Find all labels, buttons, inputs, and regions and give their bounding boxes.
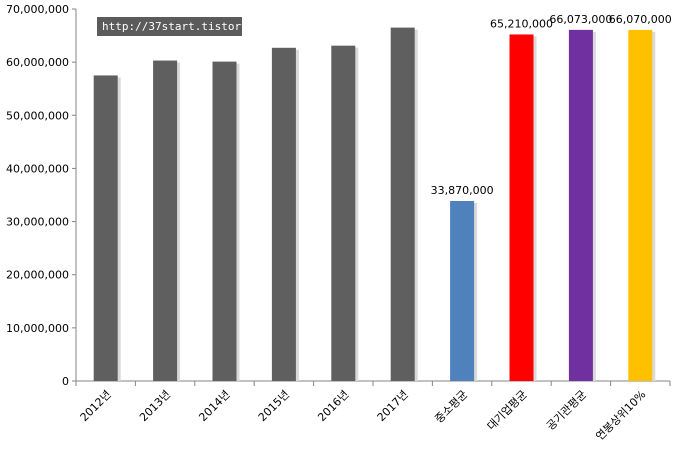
category-label: 공기관평균	[544, 388, 589, 433]
bar	[509, 34, 534, 381]
category-label: 2015년	[256, 388, 292, 424]
y-tick-label: 70,000,000	[6, 3, 69, 16]
y-tick-label: 30,000,000	[6, 216, 69, 229]
bar	[390, 27, 415, 381]
bar	[331, 45, 356, 381]
data-label: 65,210,000	[490, 17, 553, 30]
y-axis: 0 10,000,000 20,000,000 30,000,000 40,000,00…	[6, 3, 77, 388]
y-tick-label: 50,000,000	[6, 109, 69, 122]
y-tick-label: 20,000,000	[6, 269, 69, 282]
data-label: 66,073,000	[549, 13, 612, 26]
category-label: 2017년	[375, 388, 411, 424]
y-tick-label: 60,000,000	[6, 56, 69, 69]
data-label: 33,870,000	[431, 184, 494, 197]
bars	[93, 27, 656, 382]
watermark-label: http://37start.tistory.com	[97, 17, 274, 36]
bar	[628, 29, 653, 382]
bar	[153, 60, 178, 381]
y-tick-label: 10,000,000	[6, 322, 69, 335]
bar	[271, 47, 296, 382]
y-tick-label: 0	[62, 375, 69, 388]
bar	[568, 29, 593, 381]
data-label: 66,070,000	[609, 13, 672, 26]
category-label: 중소평균	[432, 388, 470, 426]
bar	[450, 201, 475, 381]
category-label: 2016년	[315, 388, 351, 424]
category-label: 연봉상위10%	[593, 388, 648, 443]
bar	[212, 61, 237, 382]
category-label: 2012년	[78, 388, 114, 424]
category-label: 2014년	[196, 388, 232, 424]
category-labels: 2012년 2013년 2014년 2015년 2016년 2017년 중소평균 대기업평균 공…	[78, 388, 649, 443]
x-axis	[75, 380, 671, 386]
bar	[93, 75, 118, 381]
y-tick-label: 40,000,000	[6, 162, 69, 175]
category-label: 2013년	[137, 388, 173, 424]
category-label: 대기업평균	[485, 388, 530, 433]
